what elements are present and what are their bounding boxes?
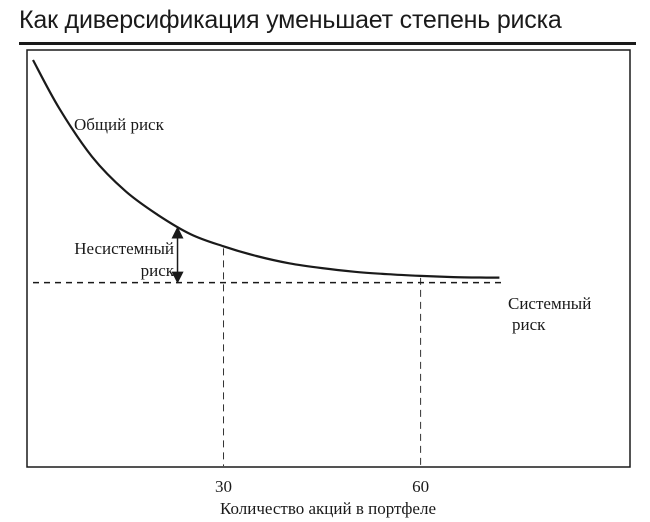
unsystematic-risk-label-line1: Несистемный — [74, 239, 174, 258]
total-risk-curve — [32, 59, 500, 279]
x-tick-label-30: 30 — [215, 477, 232, 496]
x-axis-label: Количество акций в портфеле — [220, 499, 436, 518]
unsystematic-risk-label-line2: риск — [141, 261, 175, 280]
total-risk-label: Общий риск — [74, 115, 165, 134]
plot-frame — [26, 49, 631, 468]
systematic-risk-label-line2: риск — [512, 315, 546, 334]
chart-title: Как диверсификация уменьшает степень рис… — [19, 6, 562, 34]
x-tick-label-60: 60 — [412, 477, 429, 496]
title-underline — [19, 42, 636, 45]
systematic-risk-label-line1: Системный — [508, 294, 591, 313]
